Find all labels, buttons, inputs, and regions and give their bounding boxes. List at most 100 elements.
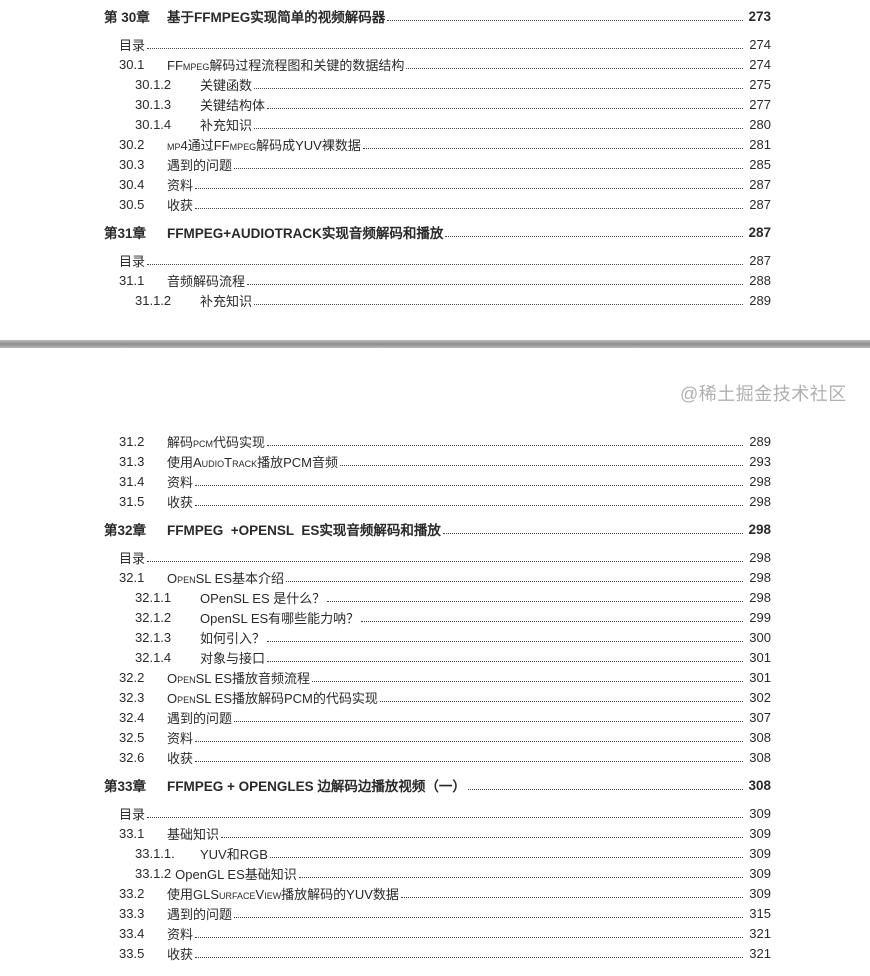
- dot-leader: [379, 700, 743, 702]
- entry-page-number: 309: [749, 885, 771, 901]
- entry-page-number: 277: [749, 96, 771, 112]
- entry-page-number: 275: [749, 76, 771, 92]
- toc-entry[interactable]: 31.3 使用AudioTrack播放PCM音频 293: [104, 451, 771, 471]
- entry-number: 33.4: [119, 925, 145, 941]
- entry-title: 收获: [167, 946, 194, 962]
- entry-title: mp4通过FFmpeg解码成YUV裸数据: [167, 137, 361, 153]
- toc-entry[interactable]: 32.6 收获 308: [104, 747, 771, 767]
- toc-entry[interactable]: 32.2 OpenSL ES播放音频流程 301: [104, 667, 771, 687]
- entry-title: 对象与接口: [200, 650, 266, 666]
- toc-entry[interactable]: 30.3 遇到的问题 285: [104, 154, 771, 174]
- entry-page-number: 287: [749, 196, 771, 212]
- entry-page-number: 287: [748, 224, 771, 240]
- entry-number: 30.2: [119, 136, 145, 152]
- entry-page-number: 281: [749, 136, 771, 152]
- toc-entry[interactable]: 33.2 使用GLSurfaceView播放解码的YUV数据 309: [104, 883, 771, 903]
- entry-number: 30.5: [119, 196, 145, 212]
- toc-chapter-entry[interactable]: 第32章 FFMPEG +OPENSL ES实现音频解码和播放 298: [104, 519, 771, 539]
- entry-title: 解码pcm代码实现: [167, 434, 265, 450]
- toc-entry[interactable]: 30.5 收获 287: [104, 194, 771, 214]
- toc-entry[interactable]: 31.2 解码pcm代码实现 289: [104, 431, 771, 451]
- entry-title: 资料: [167, 926, 194, 942]
- toc-entry[interactable]: 32.1.4 对象与接口 301: [104, 647, 771, 667]
- toc-entry[interactable]: 32.3 OpenSL ES播放解码PCM的代码实现 302: [104, 687, 771, 707]
- entry-title: 使用AudioTrack播放PCM音频: [167, 454, 339, 470]
- entry-title: OpenSL ES基本介绍: [167, 570, 284, 586]
- toc-entry[interactable]: 31.5 收获 298: [104, 491, 771, 511]
- toc-entry[interactable]: 目录 309: [104, 803, 771, 823]
- toc-entry[interactable]: 33.4 资料 321: [104, 923, 771, 943]
- entry-page-number: 289: [749, 433, 771, 449]
- entry-title: 目录: [119, 806, 146, 822]
- table-of-contents: 31.2 解码pcm代码实现 289 31.3 使用AudioTrack播放PCM音频 2…: [104, 431, 771, 963]
- dot-leader: [147, 816, 743, 818]
- entry-page-number: 307: [749, 709, 771, 725]
- toc-entry[interactable]: 32.4 遇到的问题 307: [104, 707, 771, 727]
- dot-leader: [221, 836, 743, 838]
- dot-leader: [195, 956, 743, 958]
- entry-page-number: 298: [749, 549, 771, 565]
- toc-entry[interactable]: 目录 274: [104, 34, 771, 54]
- dot-leader: [361, 620, 743, 622]
- toc-chapter-entry[interactable]: 第 30章 基于FFMPEG实现简单的视频解码器 273: [104, 6, 771, 26]
- toc-entry[interactable]: 32.5 资料 308: [104, 727, 771, 747]
- entry-number: 30.1.3: [135, 96, 172, 112]
- entry-page-number: 302: [749, 689, 771, 705]
- toc-entry[interactable]: 32.1 OpenSL ES基本介绍 298: [104, 567, 771, 587]
- toc-entry[interactable]: 33.3 遇到的问题 315: [104, 903, 771, 923]
- dot-leader: [340, 464, 743, 466]
- dot-leader: [267, 107, 743, 109]
- dot-leader: [195, 484, 743, 486]
- entry-page-number: 299: [749, 609, 771, 625]
- toc-entry[interactable]: 33.5 收获 321: [104, 943, 771, 963]
- toc-chapter-entry[interactable]: 第33章 FFMPEG + OPENGLES 边解码边播放视频（一） 308: [104, 775, 771, 795]
- dot-leader: [234, 167, 743, 169]
- toc-entry[interactable]: 33.1.1. YUV和RGB 309: [104, 843, 771, 863]
- toc-entry[interactable]: 30.1.3 关键结构体 277: [104, 94, 771, 114]
- toc-entry[interactable]: 30.1.2 关键函数 275: [104, 74, 771, 94]
- entry-page-number: 309: [749, 865, 771, 881]
- entry-title: FFMPEG+AUDIOTRACK实现音频解码和播放: [167, 226, 444, 241]
- entry-title: 遇到的问题: [167, 157, 233, 173]
- dot-leader: [195, 187, 743, 189]
- toc-entry[interactable]: 30.1.4 补充知识 280: [104, 114, 771, 134]
- entry-page-number: 321: [749, 925, 771, 941]
- toc-entry[interactable]: 目录 287: [104, 250, 771, 270]
- dot-leader: [195, 504, 743, 506]
- entry-number: 31.2: [119, 433, 145, 449]
- entry-number: 第31章: [104, 226, 147, 241]
- dot-leader: [254, 127, 743, 129]
- entry-title: 遇到的问题: [167, 906, 233, 922]
- toc-entry[interactable]: 31.4 资料 298: [104, 471, 771, 491]
- toc-entry[interactable]: 31.1 音频解码流程 288: [104, 270, 771, 290]
- entry-number: 30.1: [119, 56, 145, 72]
- toc-chapter-entry[interactable]: 第31章 FFMPEG+AUDIOTRACK实现音频解码和播放 287: [104, 222, 771, 242]
- toc-entry[interactable]: 30.2 mp4通过FFmpeg解码成YUV裸数据 281: [104, 134, 771, 154]
- entry-page-number: 288: [749, 272, 771, 288]
- entry-page-number: 315: [749, 905, 771, 921]
- dot-leader: [267, 444, 743, 446]
- entry-page-number: 308: [749, 729, 771, 745]
- toc-entry[interactable]: 32.1.3 如何引入？ 300: [104, 627, 771, 647]
- dot-leader: [195, 740, 743, 742]
- toc-entry[interactable]: 32.1.1 OPenSL ES 是什么？ 298: [104, 587, 771, 607]
- toc-entry[interactable]: 33.1 基础知识 309: [104, 823, 771, 843]
- entry-title: FFmpeg解码过程流程图和关键的数据结构: [167, 57, 405, 73]
- toc-entry[interactable]: 30.4 资料 287: [104, 174, 771, 194]
- entry-title: 关键结构体: [200, 97, 266, 113]
- entry-title: FFMPEG +OPENSL ES实现音频解码和播放: [167, 523, 441, 538]
- entry-page-number: 274: [749, 56, 771, 72]
- entry-number: 32.3: [119, 689, 145, 705]
- dot-leader: [234, 720, 743, 722]
- entry-number: 32.1.2: [135, 609, 172, 625]
- toc-entry[interactable]: 32.1.2 OpenSL ES有哪些能力呐？ 299: [104, 607, 771, 627]
- entry-title: 收获: [167, 494, 194, 510]
- toc-entry[interactable]: 30.1 FFmpeg解码过程流程图和关键的数据结构 274: [104, 54, 771, 74]
- toc-entry[interactable]: 目录 298: [104, 547, 771, 567]
- toc-entry[interactable]: 33.1.2 OpenGL ES基础知识 309: [104, 863, 771, 883]
- toc-entry[interactable]: 31.1.2 补充知识 289: [104, 290, 771, 310]
- document-page-1: 第 30章 基于FFMPEG实现简单的视频解码器 273 目录 274 30.1 FFmpe…: [0, 0, 870, 340]
- entry-title: 音频解码流程: [167, 273, 246, 289]
- entry-page-number: 309: [749, 845, 771, 861]
- dot-leader: [286, 580, 743, 582]
